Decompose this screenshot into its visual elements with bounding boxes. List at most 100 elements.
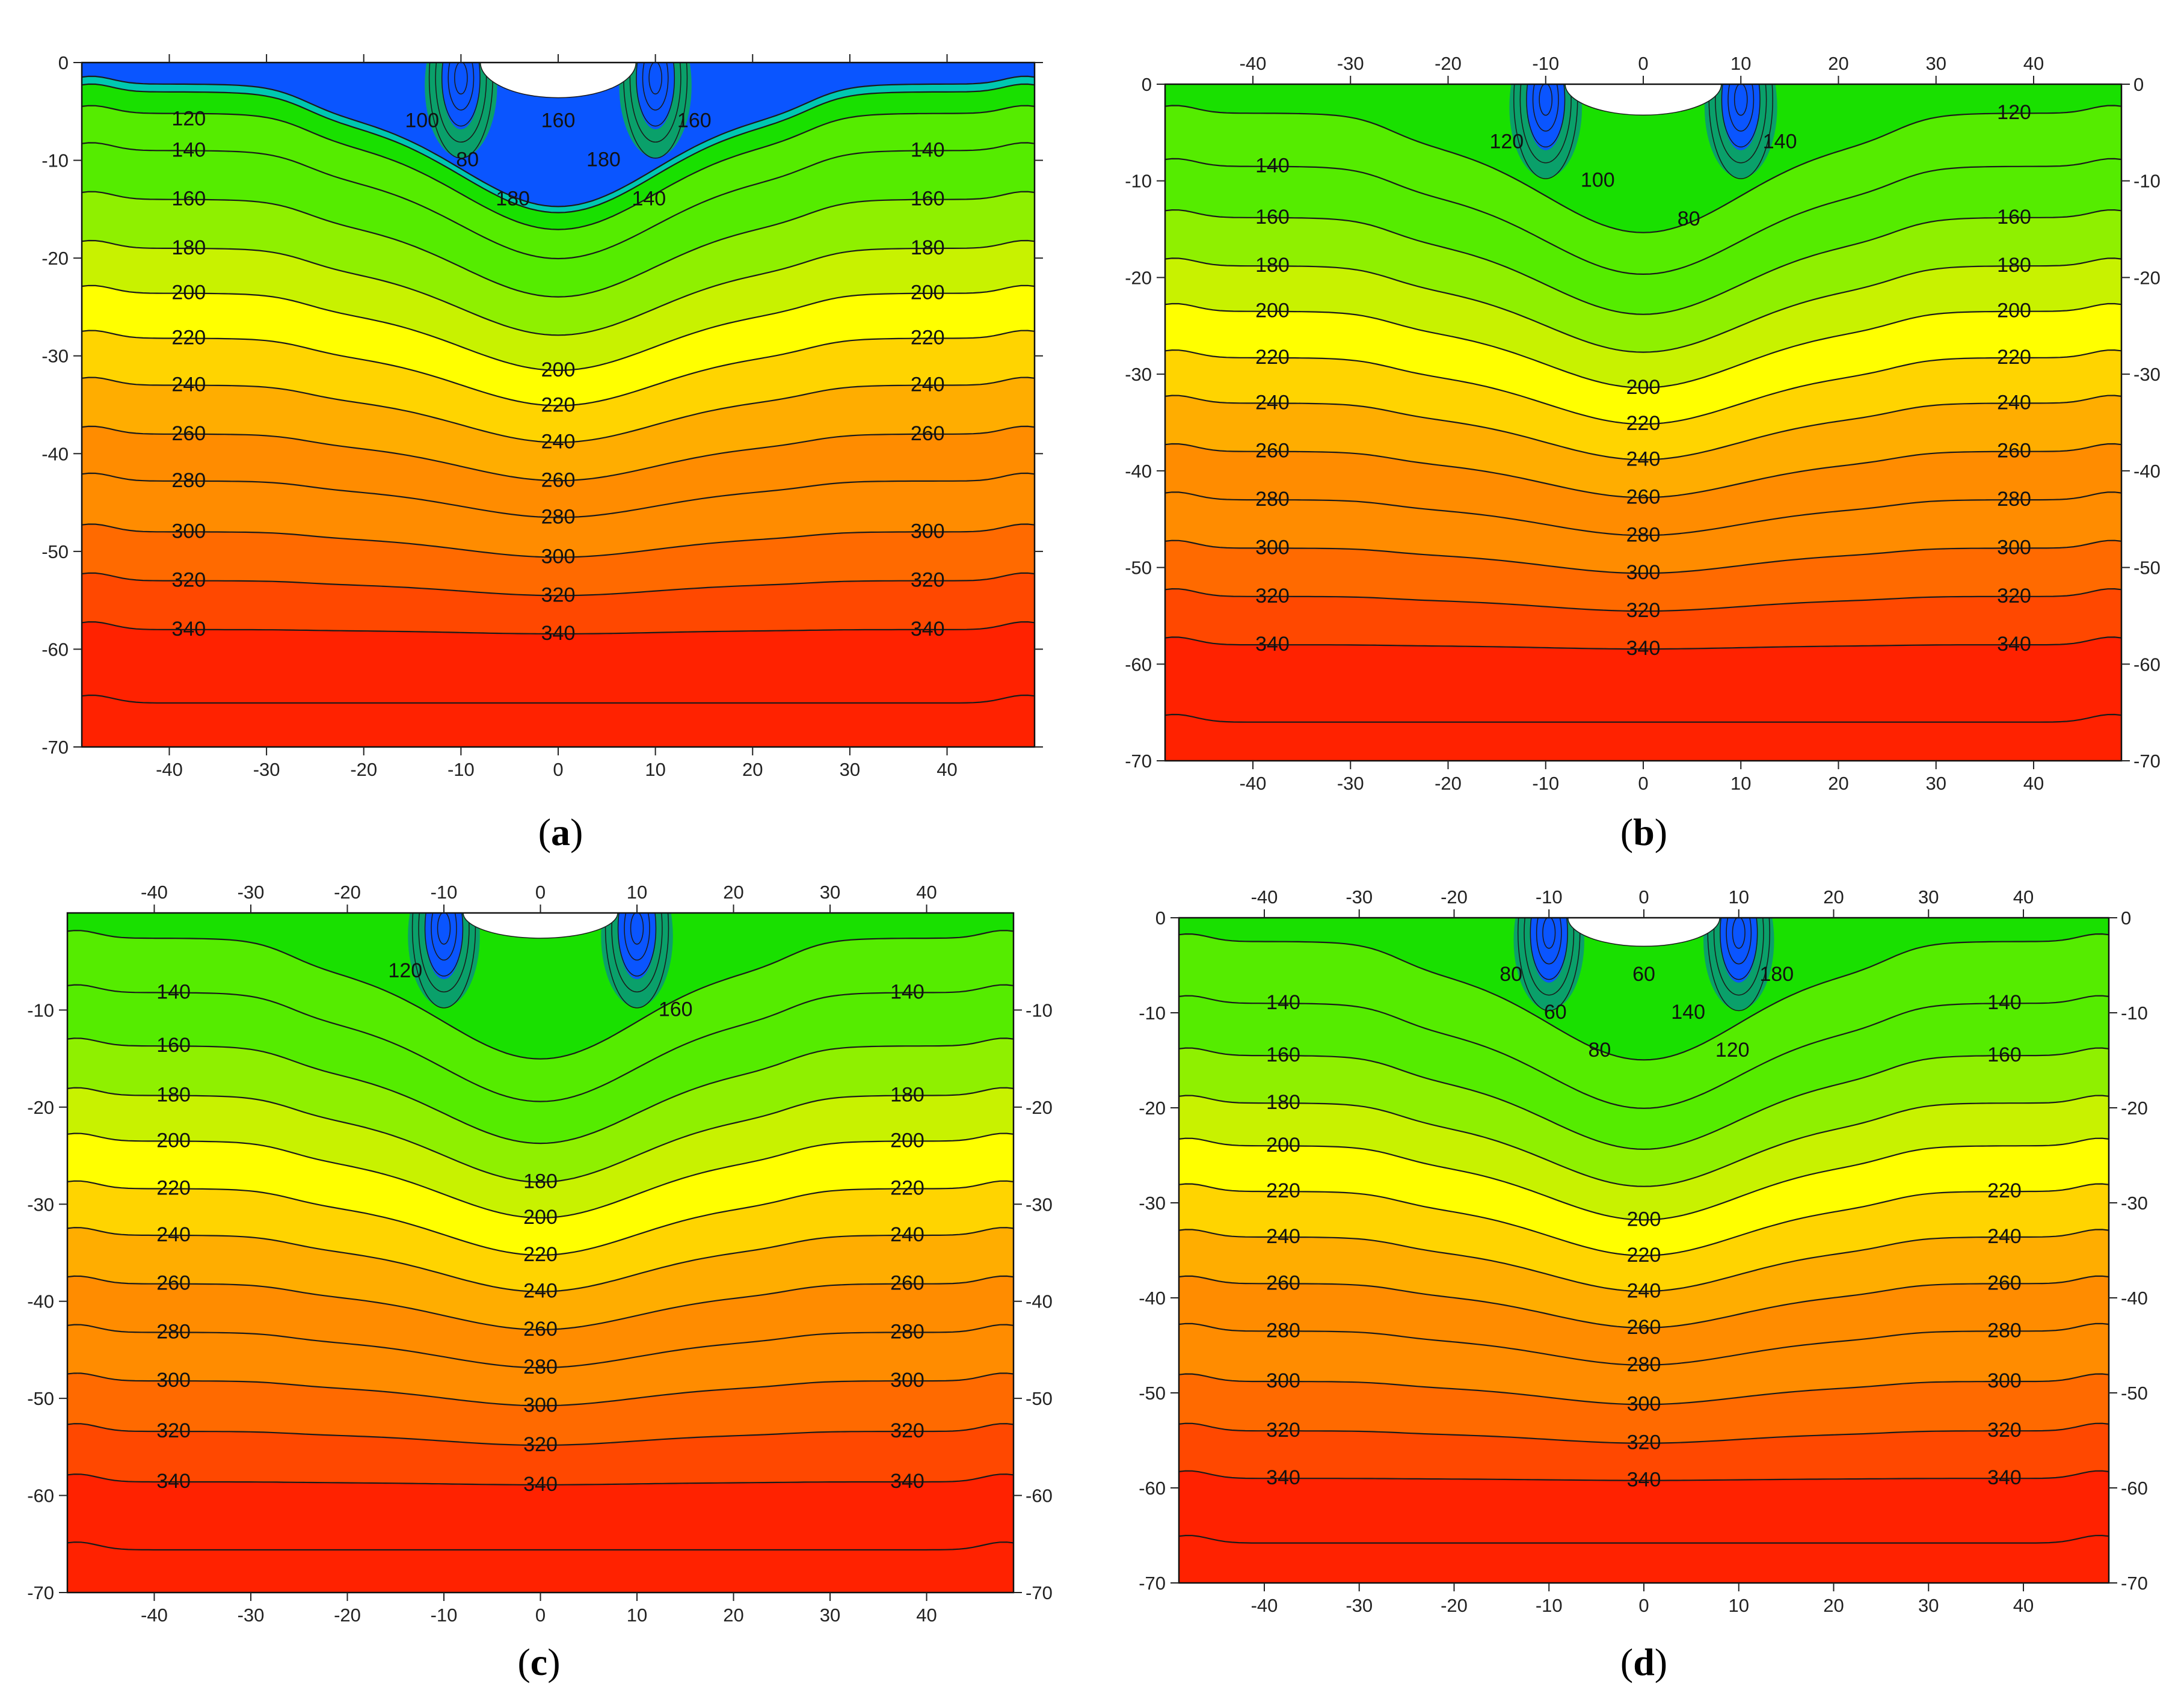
panel-d: -40 -40 -30 -30 -20 -20 -10 -10 0 0 10 10 20 20 30 30 40… [1139, 886, 2148, 1683]
y-tick-label: -70 [42, 737, 69, 758]
low-zone-contour [454, 63, 468, 95]
contour-label-left: 320 [1255, 585, 1290, 607]
contour-label-left: 200 [1255, 300, 1290, 322]
x-tick-label-top: 20 [1828, 53, 1848, 74]
low-zone-contour [1727, 84, 1755, 132]
contour-label-near: 160 [541, 109, 576, 132]
contour-label-center: 340 [1626, 637, 1661, 660]
contour-label-center: 260 [523, 1318, 558, 1341]
contour-label-right: 320 [911, 569, 945, 592]
contour-line-320 [67, 1423, 1014, 1446]
contour-label-center: 200 [541, 358, 576, 381]
contour-line-280 [67, 1324, 1014, 1369]
y-tick-label-right: -60 [2121, 1478, 2148, 1499]
contour-label-near: 160 [677, 109, 712, 132]
contour-label-right: 140 [1987, 991, 2022, 1014]
x-tick-label-top: -10 [431, 882, 458, 903]
contour-label-left: 160 [1255, 206, 1290, 229]
contour-line-360 [82, 694, 1035, 704]
contour-label-right: 260 [1987, 1271, 2022, 1294]
low-zone-core [425, 913, 463, 980]
low-zone-contour [418, 913, 470, 993]
contour-label-right: 200 [911, 281, 945, 304]
contour-label-center: 280 [523, 1356, 558, 1378]
contour-line-140 [67, 984, 1014, 1102]
contour-label-left: 280 [171, 469, 206, 492]
y-tick-label-right: -60 [1026, 1485, 1053, 1507]
panel-label-close: ) [1655, 811, 1667, 853]
contour-label-right: 280 [1997, 488, 2031, 511]
panel-label-open: ( [1620, 1641, 1633, 1683]
contour-label-near: 60 [1544, 1001, 1567, 1024]
y-tick-label: 0 [1155, 908, 1166, 929]
contour-line-280 [1179, 1323, 2109, 1366]
contour-label-right: 160 [911, 188, 945, 210]
low-zone-core [1526, 84, 1565, 150]
low-zone-contour [636, 63, 675, 127]
panel-c: -40 -40 -30 -30 -20 -20 -10 -10 0 0 10 10 20 20 30 30 40… [27, 882, 1053, 1683]
contour-line-220 [1179, 1183, 2109, 1256]
contour-line-200 [82, 284, 1035, 372]
contour-label-center: 220 [523, 1243, 558, 1266]
low-zone-contour [1542, 918, 1556, 949]
y-tick-label-right: -30 [2121, 1193, 2148, 1214]
contour-label-center: 240 [1627, 1279, 1661, 1302]
contour-label-left: 340 [156, 1470, 191, 1493]
contour-label-center: 220 [1627, 1244, 1661, 1267]
x-tick-label: 0 [1638, 1595, 1649, 1616]
band-360 [67, 1542, 1014, 1593]
contour-label-right: 140 [911, 138, 945, 161]
x-tick-label: 10 [645, 759, 665, 780]
contour-label-center: 300 [541, 545, 576, 568]
y-tick-label-right: -50 [2133, 558, 2161, 579]
y-tick-label-right: -70 [2133, 751, 2161, 772]
y-tick-label: -50 [42, 541, 69, 562]
y-tick-label-right: -60 [2133, 654, 2161, 675]
y-tick-label-right: -20 [1026, 1097, 1053, 1118]
x-tick-label-top: 40 [2023, 53, 2044, 74]
panel-label-letter: d [1633, 1641, 1655, 1683]
contour-line-120 [1179, 933, 2109, 1061]
x-tick-label: -40 [141, 1605, 168, 1626]
contour-label-left: 180 [1255, 254, 1290, 277]
y-tick-label: -30 [1139, 1193, 1166, 1214]
contour-label-near: 120 [1489, 130, 1524, 153]
low-zone-contour [431, 913, 457, 961]
contour-label-right: 220 [890, 1176, 924, 1199]
contour-line-140 [82, 142, 1035, 260]
contour-label-right: 240 [890, 1223, 924, 1246]
low-zone-contour [1530, 918, 1568, 980]
contour-label-center: 260 [541, 469, 576, 491]
contour-line-320 [1165, 588, 2121, 612]
contour-label-left: 340 [1255, 633, 1290, 656]
contour-line-140 [1165, 158, 2121, 275]
contour-line-100 [82, 83, 1035, 214]
y-tick-label: -70 [27, 1582, 54, 1603]
contour-label-left: 240 [1266, 1225, 1300, 1248]
low-zone-contour [624, 913, 650, 961]
y-tick-label: -10 [1125, 171, 1152, 192]
contour-label-left: 260 [1266, 1271, 1300, 1294]
contour-field-d [1179, 918, 2109, 1583]
x-tick-label: -30 [253, 759, 280, 780]
contour-label-center: 200 [523, 1206, 558, 1229]
x-tick-label: 30 [820, 1605, 840, 1626]
low-zone-contour [648, 63, 662, 95]
low-zone-contour [441, 63, 481, 127]
contour-label-left: 200 [1266, 1134, 1300, 1157]
panel-label: (b) [1620, 811, 1667, 853]
contour-label-right: 240 [911, 373, 945, 396]
panel-label-open: ( [1620, 811, 1633, 853]
contour-label-left: 300 [171, 520, 206, 542]
y-tick-label: -20 [1139, 1098, 1166, 1119]
y-tick-label-right: -20 [2133, 267, 2161, 288]
contour-label-left: 200 [156, 1129, 191, 1152]
contour-label-center: 320 [1627, 1431, 1661, 1454]
contour-label-center: 240 [541, 431, 576, 453]
low-zone-core [1721, 84, 1761, 150]
x-tick-label: -30 [1346, 1595, 1373, 1616]
contour-label-left: 320 [1266, 1419, 1300, 1442]
contour-label-right: 180 [890, 1083, 924, 1106]
contour-label-left: 220 [171, 326, 206, 349]
low-zone-contour [1733, 84, 1748, 116]
